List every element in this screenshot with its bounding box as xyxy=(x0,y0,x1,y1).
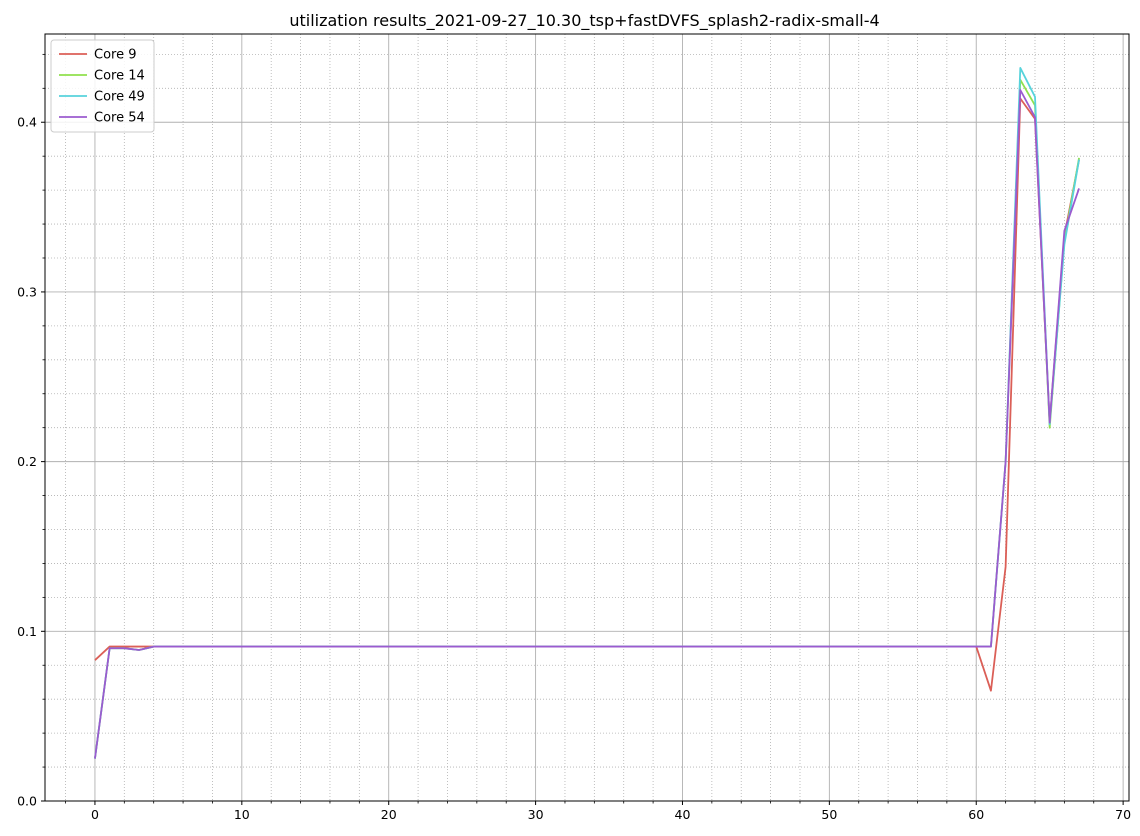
y-tick-label: 0.2 xyxy=(17,454,37,469)
x-tick-label: 20 xyxy=(381,807,397,822)
x-tick-label: 70 xyxy=(1115,807,1131,822)
series-line-core-9 xyxy=(94,97,1080,692)
y-tick-label: 0.0 xyxy=(17,794,37,809)
y-tick-label: 0.3 xyxy=(17,284,37,299)
legend-label-core-49: Core 49 xyxy=(94,90,145,105)
x-tick-label: 30 xyxy=(528,807,544,822)
minor-grid xyxy=(45,34,1129,801)
legend: Core 9 Core 14 Core 49 Core 54 xyxy=(50,39,155,133)
legend-label-core-9: Core 9 xyxy=(94,48,137,63)
series-layer xyxy=(94,67,1080,759)
series-line-core-14 xyxy=(94,78,1080,759)
chart-title: utilization results_2021-09-27_10.30_tsp… xyxy=(289,11,879,31)
x-tick-label: 10 xyxy=(234,807,250,822)
x-tick-label: 0 xyxy=(91,807,99,822)
major-grid xyxy=(45,34,1129,802)
axis-ticks: 0 10 20 30 40 50 60 70 0.0 0.1 0.2 0.3 0.4 xyxy=(17,53,1131,822)
legend-box xyxy=(50,39,155,133)
legend-label-core-14: Core 14 xyxy=(94,69,145,84)
y-tick-label: 0.4 xyxy=(17,115,37,130)
plot-frame xyxy=(44,33,1130,802)
legend-label-core-54: Core 54 xyxy=(94,111,145,126)
series-line-core-54 xyxy=(94,89,1080,759)
x-tick-label: 50 xyxy=(821,807,837,822)
series-line-core-49 xyxy=(94,67,1080,759)
x-tick-label: 60 xyxy=(968,807,984,822)
x-tick-label: 40 xyxy=(675,807,691,822)
y-tick-label: 0.1 xyxy=(17,624,37,639)
